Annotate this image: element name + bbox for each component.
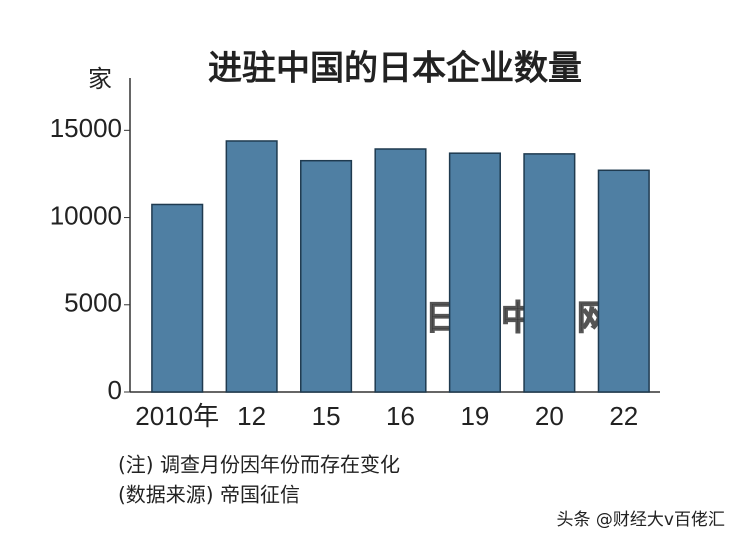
footer: 头条 @财经大v百佬汇: [557, 510, 725, 530]
x-tick-label: 19: [460, 401, 489, 431]
bar: [597, 169, 650, 393]
note: (注) 调查月份因年份而存在变化: [118, 453, 400, 477]
bar: [225, 140, 278, 393]
y-tick-label: 0: [108, 375, 122, 405]
x-tick-label: 16: [386, 401, 415, 431]
y-tick-label: 15000: [50, 113, 122, 143]
note: (数据来源) 帝国征信: [118, 483, 300, 507]
y-tick-label: 5000: [64, 288, 122, 318]
x-tick-label: 2010年: [135, 401, 219, 431]
bar: [300, 159, 353, 393]
x-tick-label: 22: [609, 401, 638, 431]
bar: [448, 152, 501, 393]
x-tick-label: 15: [312, 401, 341, 431]
y-tick-label: 10000: [50, 200, 122, 230]
x-tick-label: 12: [237, 401, 266, 431]
y-axis-label: 家: [88, 65, 112, 93]
bar: [374, 148, 427, 393]
x-tick-label: 20: [535, 401, 564, 431]
chart-title: 进驻中国的日本企业数量: [208, 49, 582, 89]
bar: [151, 203, 204, 393]
bar: [523, 153, 576, 393]
